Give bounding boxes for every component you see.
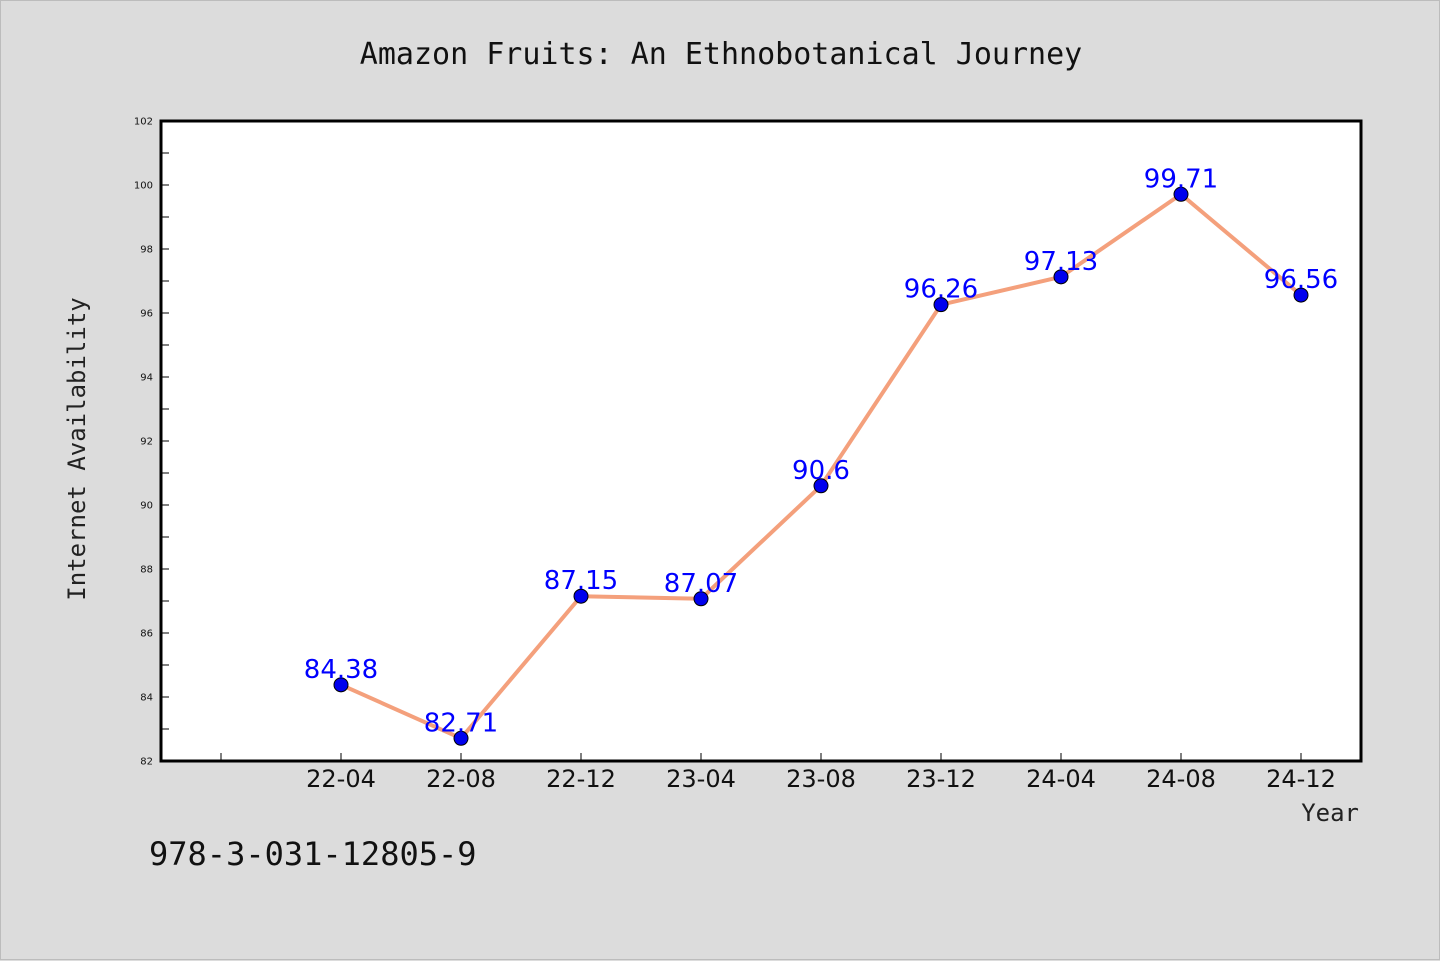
y-tick-label: 98 — [140, 245, 153, 256]
series-markers — [333, 186, 1309, 746]
data-point — [1173, 186, 1189, 202]
y-tick-label: 92 — [140, 437, 153, 448]
data-point-label: 82.71 — [424, 708, 498, 738]
data-point — [573, 588, 589, 604]
y-tick-label: 100 — [134, 181, 153, 192]
x-tick-label: 22-04 — [306, 765, 376, 793]
y-tick-label: 84 — [140, 693, 153, 704]
x-tick-label: 22-08 — [426, 765, 496, 793]
y-tick-label: 88 — [140, 565, 153, 576]
data-point-label: 96.56 — [1264, 265, 1338, 295]
x-tick-label: 23-08 — [786, 765, 856, 793]
y-axis-label: Internet Availability — [63, 297, 91, 600]
x-tick-label: 24-04 — [1026, 765, 1096, 793]
data-point-label: 87.07 — [664, 569, 738, 599]
x-tick-label: 23-12 — [906, 765, 976, 793]
x-tick-label: 23-04 — [666, 765, 736, 793]
data-point-label: 99.71 — [1144, 164, 1218, 194]
footnote-isbn: 978-3-031-12805-9 — [149, 835, 477, 873]
data-point — [813, 478, 829, 494]
y-tick-label: 96 — [140, 309, 153, 320]
data-point-label: 96.26 — [904, 275, 978, 305]
plot-area — [159, 119, 1363, 763]
data-labels: 84.38 82.71 87.15 87.07 90.6 96.26 97.13 99.71 9… — [304, 164, 1338, 738]
data-point-label: 90.6 — [792, 456, 850, 486]
data-point — [1293, 287, 1309, 303]
x-tick-label: 24-12 — [1266, 765, 1336, 793]
y-tick-label: 90 — [140, 501, 153, 512]
y-axis-ticks: 82 84 86 88 90 92 94 96 98 100 102 — [134, 117, 169, 768]
data-point — [933, 297, 949, 313]
x-axis-ticks: 22-04 22-08 22-12 23-04 23-08 23-12 24-04 24-08… — [220, 753, 1336, 793]
y-tick-label: 94 — [140, 373, 153, 384]
chart-title: Amazon Fruits: An Ethnobotanical Journey — [360, 37, 1082, 72]
data-point-label: 84.38 — [304, 655, 378, 685]
data-point — [333, 677, 349, 693]
data-point — [693, 591, 709, 607]
data-point — [453, 730, 469, 746]
data-point-label: 97.13 — [1024, 247, 1098, 277]
y-tick-label: 86 — [140, 629, 153, 640]
y-tick-label: 82 — [140, 757, 153, 768]
x-tick-label: 24-08 — [1146, 765, 1216, 793]
x-axis-label: Year — [1301, 799, 1359, 827]
data-point-label: 87.15 — [544, 566, 618, 596]
x-tick-label: 22-12 — [546, 765, 616, 793]
data-point — [1053, 269, 1069, 285]
y-tick-label: 102 — [134, 117, 153, 128]
